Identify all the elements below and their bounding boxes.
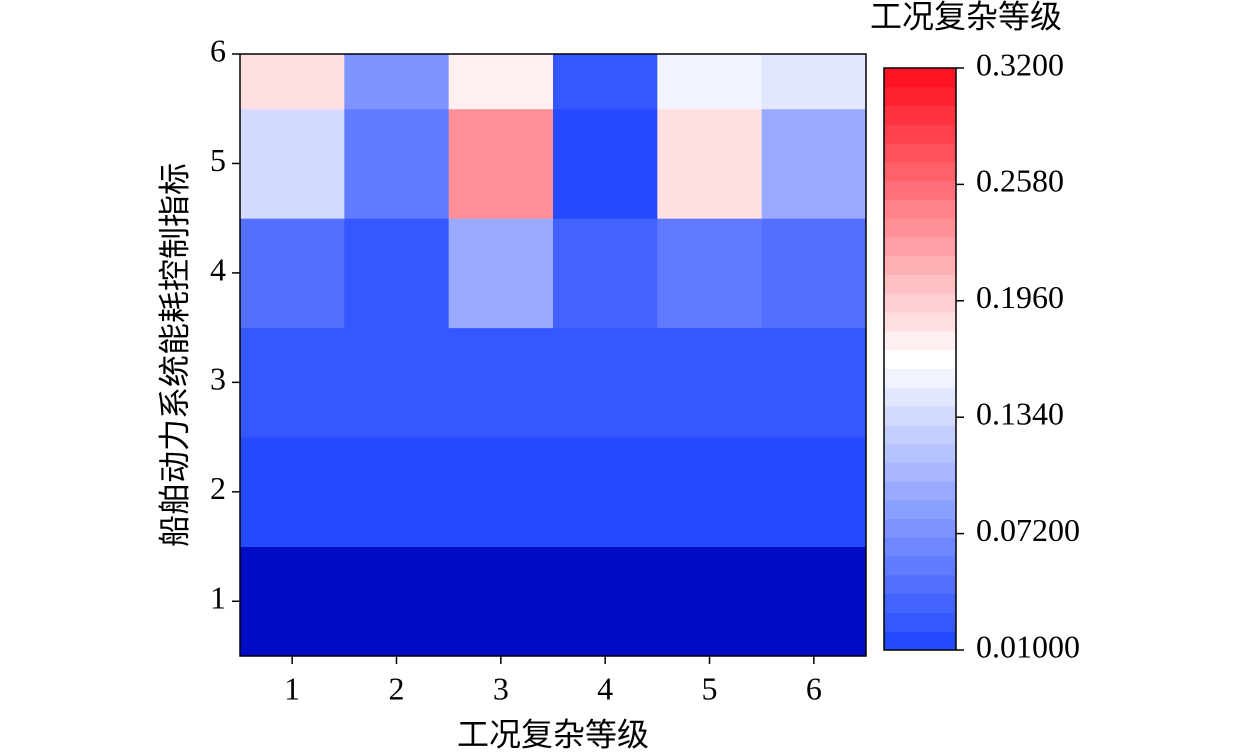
colorbar-band [884,424,956,444]
colorbar-band [884,443,956,463]
heatmap-cell [657,54,763,110]
heatmap-cell [448,437,554,548]
heatmap-cell [553,327,658,438]
colorbar-tick-label: 0.01000 [976,628,1080,664]
colorbar-band [884,481,956,501]
colorbar-band [884,86,956,107]
x-tick-label: 5 [702,670,718,706]
colorbar-band [884,368,956,388]
heatmap-cell [761,54,866,110]
y-tick-label: 1 [210,580,226,616]
x-tick-label: 3 [493,670,509,706]
x-tick-label: 4 [597,670,613,706]
colorbar-tick-label: 0.2580 [976,163,1064,199]
colorbar-band [884,68,956,88]
colorbar-tick-label: 0.1960 [976,279,1064,315]
colorbar-band [884,124,956,144]
heatmap-cell [240,54,345,110]
y-tick-label: 4 [210,251,226,287]
heatmap-cell [657,546,763,656]
heatmap-cell [344,437,450,548]
x-axis-label: 工况复杂等级 [457,716,649,752]
heatmap-cells [240,54,866,656]
plot-frame [239,53,867,657]
x-tick-label: 1 [284,670,300,706]
y-tick-label: 3 [210,361,226,397]
colorbar-band [884,293,956,313]
heatmap-cell [448,218,554,329]
colorbar-band [884,405,956,426]
heatmap-cell [761,108,866,219]
heatmap-cell [240,546,345,656]
colorbar-band [884,612,956,632]
colorbar-label: 工况复杂等级 [870,0,1062,34]
heatmap-cell [448,108,554,219]
heatmap-cell [240,437,345,548]
heatmap-cell [553,437,658,548]
colorbar-band [884,574,956,595]
colorbar-band [884,236,956,257]
x-tick-label: 6 [806,670,822,706]
colorbar-band [884,631,956,651]
colorbar-band [884,255,956,276]
colorbar-band [884,593,956,613]
heatmap-cell [657,327,763,438]
colorbar-frame [883,67,957,651]
heatmap-cell [448,327,554,438]
heatmap-cell [553,546,658,656]
heatmap-cell [344,546,450,656]
heatmap-cell [553,54,658,110]
heatmap-cell [761,327,866,438]
heatmap-cell [344,54,450,110]
heatmap-cell [657,108,763,219]
colorbar-band [884,462,956,482]
heatmap-cell [344,327,450,438]
colorbar-band [884,387,956,407]
y-tick-label: 6 [210,32,226,68]
heatmap-cell [240,327,345,438]
x-tick-label: 2 [389,670,405,706]
colorbar-band [884,274,956,294]
colorbar-band [884,161,956,182]
heatmap-cell [344,108,450,219]
heatmap-cell [657,218,763,329]
heatmap-cell [761,218,866,329]
heatmap-cell [761,546,866,656]
colorbar-band [884,143,956,163]
colorbar-band [884,349,956,369]
colorbar-band [884,105,956,125]
colorbar-band [884,180,956,200]
colorbar-band [884,218,956,238]
y-tick-label: 2 [210,470,226,506]
heatmap-cell [240,218,345,329]
y-axis-label: 船舶动力系统能耗控制指标 [156,163,192,547]
heatmap-cell [448,546,554,656]
colorbar-band [884,537,956,557]
heatmap-cell [657,437,763,548]
heatmap-cell [553,218,658,329]
colorbar-band [884,556,956,576]
heatmap-cell [240,108,345,219]
colorbar-band [884,199,956,219]
colorbar-band [884,518,956,538]
y-tick-label: 5 [210,142,226,178]
colorbar-band [884,312,956,332]
colorbar-band [884,499,956,520]
heatmap-cell [761,437,866,548]
colorbar-tick-label: 0.1340 [976,396,1064,432]
colorbar-tick-label: 0.3200 [976,46,1064,82]
heatmap-cell [553,108,658,219]
heatmap-cell [448,54,554,110]
colorbar-band [884,330,956,351]
heatmap-cell [344,218,450,329]
colorbar-tick-label: 0.07200 [976,512,1080,548]
